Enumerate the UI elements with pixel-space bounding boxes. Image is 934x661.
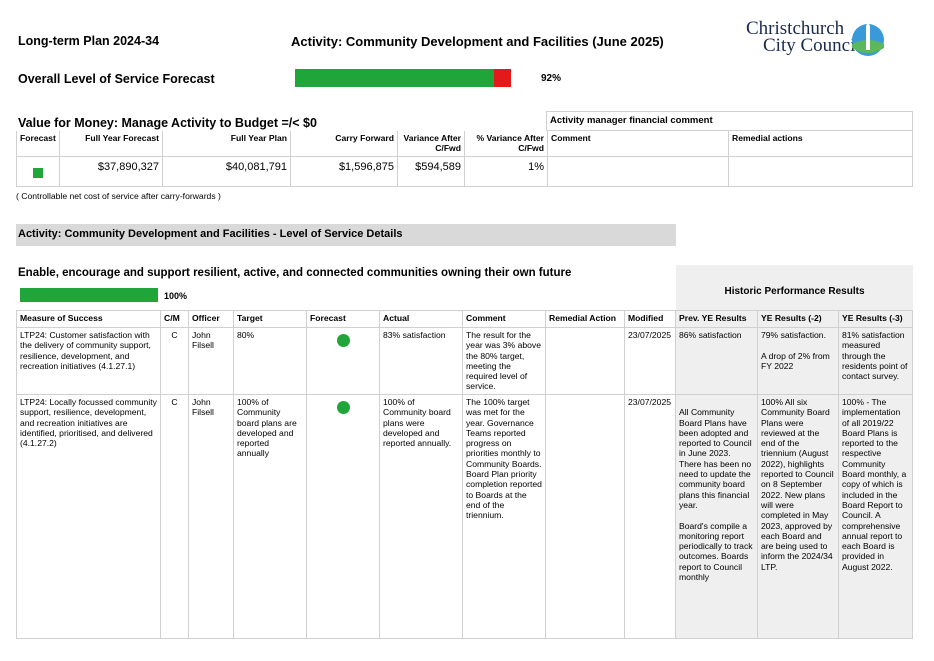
progress-bar bbox=[20, 288, 158, 302]
cell bbox=[546, 328, 625, 395]
cell: 83% satisfaction bbox=[380, 328, 463, 395]
comment-title: Activity manager financial comment bbox=[546, 111, 913, 131]
column-header: Comment bbox=[548, 131, 729, 157]
progress-track bbox=[295, 69, 511, 87]
overall-label: Overall Level of Service Forecast bbox=[18, 72, 215, 86]
vfm-title: Value for Money: Manage Activity to Budg… bbox=[18, 116, 317, 130]
column-header: Carry Forward bbox=[291, 131, 398, 157]
goal-title: Enable, encourage and support resilient,… bbox=[18, 267, 572, 279]
cell: LTP24: Customer satisfaction with the de… bbox=[16, 328, 161, 395]
column-header: Target bbox=[234, 310, 307, 328]
cell: 23/07/2025 bbox=[625, 395, 676, 639]
column-header: Measure of Success bbox=[16, 310, 161, 328]
column-header: Forecast bbox=[307, 310, 380, 328]
logo-text: Christchurch bbox=[746, 18, 845, 39]
column-header: % Variance After C/Fwd bbox=[465, 131, 548, 157]
column-header: Remedial Action bbox=[546, 310, 625, 328]
cell: 100% - The implementation of all 2019/22… bbox=[839, 395, 913, 639]
cell: 80% bbox=[234, 328, 307, 395]
cell: 79% satisfaction. A drop of 2% from FY 2… bbox=[758, 328, 839, 395]
column-header: Variance After C/Fwd bbox=[398, 131, 465, 157]
cell: 1% bbox=[465, 157, 548, 187]
column-header: Comment bbox=[463, 310, 546, 328]
cell bbox=[729, 157, 913, 187]
column-header: Forecast bbox=[16, 131, 60, 157]
cell: 100% of Community board plans were devel… bbox=[380, 395, 463, 639]
progress-track bbox=[20, 288, 158, 302]
cell: John Filsell bbox=[189, 328, 234, 395]
activity-title: Activity: Community Development and Faci… bbox=[291, 34, 664, 49]
goal-value: 100% bbox=[164, 291, 188, 301]
progress-bar bbox=[295, 69, 494, 87]
cell: The 100% target was met for the year. Go… bbox=[463, 395, 546, 639]
column-header: YE Results (-3) bbox=[839, 310, 913, 328]
section-title: Activity: Community Development and Faci… bbox=[16, 224, 676, 246]
column-header: Full Year Plan bbox=[163, 131, 291, 157]
cell: C bbox=[161, 328, 189, 395]
status-square bbox=[33, 168, 43, 178]
cell: $37,890,327 bbox=[60, 157, 163, 187]
plan-title: Long-term Plan 2024-34 bbox=[18, 34, 160, 48]
logo: Christchurch City Council bbox=[746, 18, 861, 56]
cell: $40,081,791 bbox=[163, 157, 291, 187]
cell bbox=[307, 328, 380, 395]
logo-text: City Council bbox=[763, 35, 861, 56]
cell bbox=[548, 157, 729, 187]
status-dot bbox=[336, 401, 350, 414]
cell bbox=[16, 157, 60, 187]
column-header: Remedial actions bbox=[729, 131, 913, 157]
status-dot bbox=[336, 334, 350, 347]
logo-icon bbox=[852, 22, 884, 56]
cell: $594,589 bbox=[398, 157, 465, 187]
column-header: Modified bbox=[625, 310, 676, 328]
cell: LTP24: Locally focussed community suppor… bbox=[16, 395, 161, 639]
column-header: Officer bbox=[189, 310, 234, 328]
cell: 86% satisfaction bbox=[676, 328, 758, 395]
historic-title: Historic Performance Results bbox=[724, 286, 865, 297]
cell: 100% All six Community Board Plans were … bbox=[758, 395, 839, 639]
column-header: YE Results (-2) bbox=[758, 310, 839, 328]
cell: John Filsell bbox=[189, 395, 234, 639]
cell: All Community Board Plans have been adop… bbox=[676, 395, 758, 639]
cell: 81% satisfaction measured through the re… bbox=[839, 328, 913, 395]
note: ( Controllable net cost of service after… bbox=[16, 191, 221, 201]
overall-value: 92% bbox=[541, 73, 562, 84]
cell bbox=[307, 395, 380, 639]
cell: 23/07/2025 bbox=[625, 328, 676, 395]
column-header: Full Year Forecast bbox=[60, 131, 163, 157]
cell: 100% of Community board plans are develo… bbox=[234, 395, 307, 639]
cell: $1,596,875 bbox=[291, 157, 398, 187]
cell: C bbox=[161, 395, 189, 639]
cell: The result for the year was 3% above the… bbox=[463, 328, 546, 395]
column-header: Actual bbox=[380, 310, 463, 328]
column-header: Prev. YE Results bbox=[676, 310, 758, 328]
cell bbox=[546, 395, 625, 639]
column-header: C/M bbox=[161, 310, 189, 328]
